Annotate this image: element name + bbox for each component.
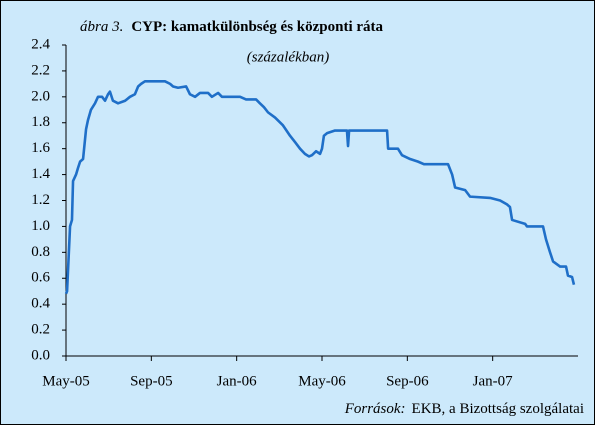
y-tick-label: 2.2 (31, 62, 50, 78)
y-tick-label: 2.4 (31, 36, 50, 52)
source-label: Források: (344, 401, 406, 417)
chart-title: ábra 3. CYP: kamatkülönbség és központi r… (80, 19, 384, 35)
title: CYP: kamatkülönbség és központi ráta (131, 19, 383, 35)
x-tick-label: Jan-06 (217, 373, 257, 389)
data-line (64, 79, 576, 295)
y-tick-label: 2.0 (31, 88, 50, 104)
source-text: EKB, a Bizottság szolgálatai (412, 401, 584, 417)
x-tick-label: Sep-05 (130, 373, 173, 389)
y-tick-label: 0.0 (31, 347, 50, 363)
y-tick-label: 1.4 (31, 166, 50, 182)
x-tick-label: Jan-07 (473, 373, 513, 389)
title-label: ábra 3. (80, 19, 123, 35)
y-tick-label: 1.2 (31, 192, 50, 208)
y-tick-label: 0.2 (31, 322, 50, 338)
y-tick-label: 0.8 (31, 244, 50, 260)
x-tick-label: Sep-06 (386, 373, 429, 389)
y-tick-label: 0.4 (31, 296, 50, 312)
subtitle: (százalékban) (247, 49, 330, 65)
y-tick-label: 1.6 (31, 140, 50, 156)
x-tick-label: May-06 (298, 373, 346, 389)
y-tick-label: 1.0 (31, 218, 50, 234)
y-tick-label: 0.6 (31, 270, 50, 286)
y-tick-label: 1.8 (31, 114, 50, 130)
source: Források: EKB, a Bizottság szolgálatai (344, 401, 584, 417)
x-tick-label: May-05 (42, 373, 90, 389)
